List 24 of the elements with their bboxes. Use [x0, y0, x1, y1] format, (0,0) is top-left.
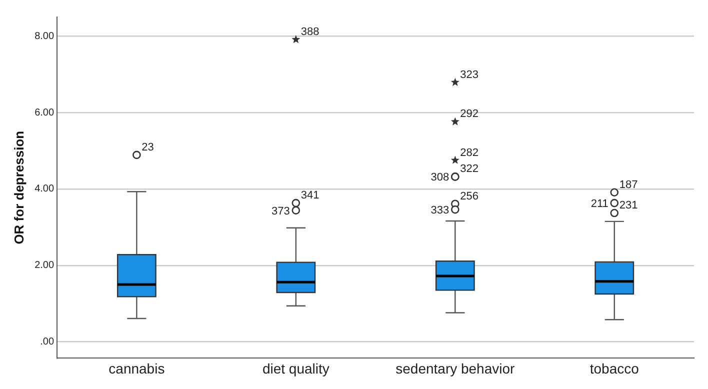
annotation: 388	[300, 26, 320, 38]
annotation: 322	[460, 163, 479, 176]
annotation: 211	[590, 198, 608, 210]
y-axis-title: OR for depression	[11, 130, 26, 244]
x-tick-label: tobacco	[590, 360, 640, 376]
x-tick-label: sedentary behavior	[396, 360, 516, 376]
annotation: 282	[460, 146, 479, 159]
y-tick-label: 2.00	[34, 260, 54, 272]
annotation: 187	[619, 178, 638, 191]
annotation: 341	[300, 190, 320, 202]
annotation: 231	[619, 200, 638, 212]
annotation: 256	[460, 190, 479, 202]
annotation: 308	[430, 172, 450, 184]
y-tick-label: 8.00	[34, 30, 54, 42]
y-tick-label: 6.00	[34, 107, 54, 118]
annotation: 292	[460, 108, 479, 120]
annotation: 373	[272, 205, 290, 218]
y-tick-label: .00	[40, 336, 54, 348]
annotation: 333	[430, 204, 450, 217]
annotation: 323	[460, 68, 479, 81]
x-tick-label: cannabis	[108, 360, 165, 376]
y-tick-label: 4.00	[34, 184, 54, 195]
x-tick-label: diet quality	[262, 360, 330, 376]
annotation: 23	[142, 141, 154, 154]
